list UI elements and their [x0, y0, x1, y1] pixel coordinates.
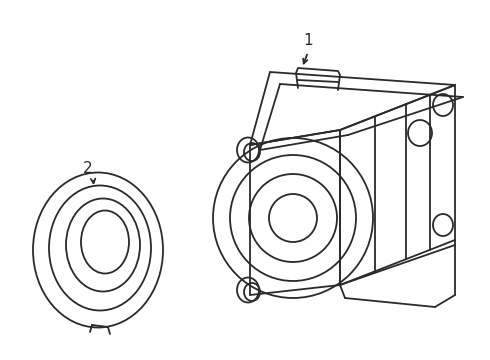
Text: 2: 2 — [83, 161, 93, 176]
Text: 1: 1 — [303, 32, 313, 48]
